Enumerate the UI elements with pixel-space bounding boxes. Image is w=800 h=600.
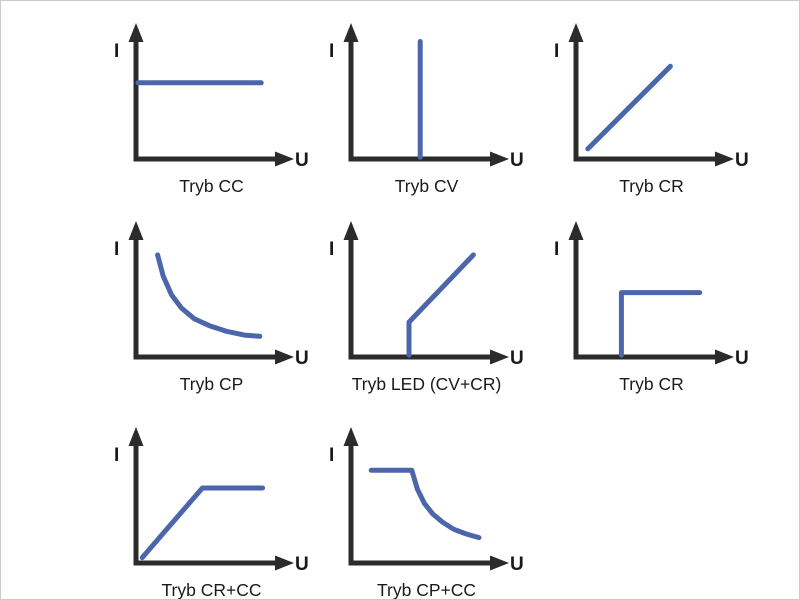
x-axis-arrow-icon — [275, 349, 294, 365]
y-axis-label: I — [554, 41, 559, 62]
y-axis-arrow-icon — [568, 23, 584, 42]
y-axis-label: I — [554, 239, 559, 260]
y-axis-label: I — [329, 239, 334, 260]
x-axis-label: U — [510, 150, 524, 171]
x-axis-arrow-icon — [715, 151, 734, 167]
iu-graph: IU — [329, 221, 524, 369]
iu-graph: IU — [554, 23, 749, 171]
y-axis-arrow-icon — [343, 221, 359, 240]
y-axis-arrow-icon — [343, 427, 359, 446]
iu-graph: IU — [114, 427, 309, 575]
x-axis-label: U — [510, 554, 524, 575]
y-axis-label: I — [114, 239, 119, 260]
axes — [348, 444, 493, 566]
plot-caption: Tryb CC — [179, 176, 244, 196]
characteristic-curve — [368, 467, 482, 541]
iu-graph: IU — [114, 221, 309, 369]
plot-caption: Tryb CR+CC — [161, 580, 262, 600]
x-axis-label: U — [510, 348, 524, 369]
x-axis-arrow-icon — [490, 349, 509, 365]
x-axis-arrow-icon — [490, 151, 509, 167]
characteristic-curve — [618, 290, 703, 358]
x-axis-label: U — [295, 150, 309, 171]
characteristic-curve — [406, 252, 476, 358]
x-axis-arrow-icon — [275, 151, 294, 167]
plot-caption: Tryb CR — [619, 176, 684, 196]
axes — [133, 444, 278, 566]
characteristic-curve — [139, 485, 266, 561]
characteristic-curve — [155, 252, 263, 339]
plot-caption: Tryb LED (CV+CR) — [351, 374, 502, 394]
plot-caption: Tryb CR — [619, 374, 684, 394]
axes — [348, 238, 493, 360]
y-axis-label: I — [114, 41, 119, 62]
iu-graph: IU — [329, 427, 524, 575]
axes — [573, 238, 718, 360]
x-axis-arrow-icon — [715, 349, 734, 365]
x-axis-label: U — [735, 150, 749, 171]
y-axis-arrow-icon — [128, 221, 144, 240]
y-axis-label: I — [114, 445, 119, 466]
x-axis-label: U — [295, 348, 309, 369]
y-axis-arrow-icon — [128, 427, 144, 446]
iu-graph: IU — [554, 221, 749, 369]
plot-caption: Tryb CP — [179, 374, 244, 394]
x-axis-label: U — [735, 348, 749, 369]
plot-caption: Tryb CV — [394, 176, 459, 196]
iu-graph: IU — [114, 23, 309, 171]
y-axis-label: I — [329, 445, 334, 466]
x-axis-label: U — [295, 554, 309, 575]
plot-caption: Tryb CP+CC — [376, 580, 477, 600]
y-axis-arrow-icon — [568, 221, 584, 240]
axes — [348, 40, 493, 162]
iu-graph: IU — [329, 23, 524, 171]
axes — [573, 40, 718, 162]
axes — [133, 238, 278, 360]
y-axis-arrow-icon — [343, 23, 359, 42]
y-axis-arrow-icon — [128, 23, 144, 42]
y-axis-label: I — [329, 41, 334, 62]
x-axis-arrow-icon — [275, 555, 294, 571]
axes — [133, 40, 278, 162]
x-axis-arrow-icon — [490, 555, 509, 571]
characteristic-curve — [585, 63, 673, 152]
